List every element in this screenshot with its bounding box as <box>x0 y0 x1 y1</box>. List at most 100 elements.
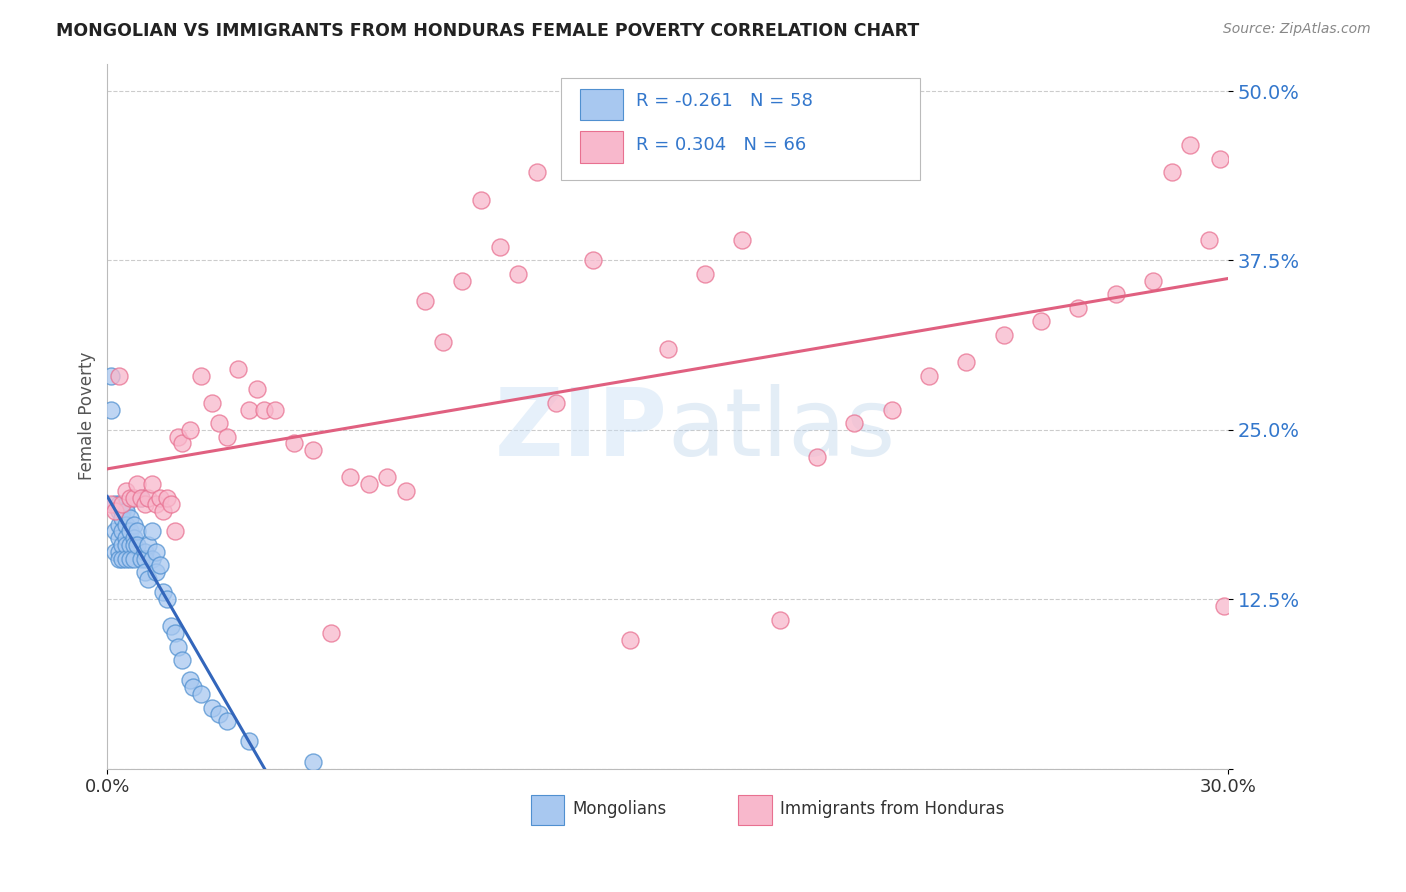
Point <box>107 545 129 559</box>
Point <box>152 504 174 518</box>
Point <box>918 368 941 383</box>
Point <box>156 592 179 607</box>
Point <box>181 680 204 694</box>
Point <box>167 640 190 654</box>
Point <box>134 545 156 559</box>
Point <box>141 477 163 491</box>
Point <box>122 517 145 532</box>
Point <box>526 165 548 179</box>
Point <box>238 402 260 417</box>
Point <box>118 551 141 566</box>
Point <box>107 368 129 383</box>
Point <box>377 470 399 484</box>
Point <box>190 368 212 383</box>
Point <box>141 524 163 539</box>
Point <box>208 707 231 722</box>
Point <box>238 734 260 748</box>
Text: Mongolians: Mongolians <box>572 800 666 818</box>
Y-axis label: Female Poverty: Female Poverty <box>79 352 96 481</box>
Point <box>301 755 323 769</box>
Point <box>111 551 134 566</box>
Point <box>145 497 167 511</box>
Point <box>118 524 141 539</box>
Point <box>208 416 231 430</box>
Point <box>451 274 474 288</box>
Point <box>508 267 530 281</box>
Point <box>111 538 134 552</box>
Text: ZIP: ZIP <box>495 384 668 476</box>
Point <box>339 470 361 484</box>
Point <box>104 504 127 518</box>
Point <box>1213 599 1236 613</box>
Point <box>111 504 134 518</box>
Point <box>111 524 134 539</box>
Point <box>127 538 149 552</box>
Point <box>134 551 156 566</box>
FancyBboxPatch shape <box>561 78 920 180</box>
Point <box>115 483 138 498</box>
Point <box>357 477 380 491</box>
Point <box>582 253 605 268</box>
Point <box>544 396 567 410</box>
Point <box>163 626 186 640</box>
Point <box>163 524 186 539</box>
Point <box>111 511 134 525</box>
Point <box>107 497 129 511</box>
Point <box>122 538 145 552</box>
Point <box>129 491 152 505</box>
Point <box>844 416 866 430</box>
Point <box>134 565 156 579</box>
Point <box>115 551 138 566</box>
Point <box>955 355 977 369</box>
Point <box>283 436 305 450</box>
Point <box>141 551 163 566</box>
Point <box>100 368 122 383</box>
Point <box>138 491 160 505</box>
Point <box>215 429 238 443</box>
Point <box>201 700 224 714</box>
Point <box>160 497 183 511</box>
Point <box>149 491 172 505</box>
Point <box>115 531 138 545</box>
Point <box>104 545 127 559</box>
Point <box>138 538 160 552</box>
Point <box>413 294 436 309</box>
Point <box>1160 165 1182 179</box>
Point <box>1067 301 1090 315</box>
Point <box>170 436 193 450</box>
Point <box>1209 152 1232 166</box>
Point <box>122 531 145 545</box>
Point <box>619 632 641 647</box>
Point <box>880 402 903 417</box>
Point <box>226 362 249 376</box>
Point <box>160 619 183 633</box>
Point <box>111 497 134 511</box>
Point <box>395 483 418 498</box>
Point <box>152 585 174 599</box>
Point <box>1105 287 1128 301</box>
Point <box>179 423 201 437</box>
Point <box>301 443 323 458</box>
Point <box>100 497 122 511</box>
Point <box>246 382 269 396</box>
Point <box>115 497 138 511</box>
Text: Immigrants from Honduras: Immigrants from Honduras <box>779 800 1004 818</box>
Point <box>104 524 127 539</box>
Point <box>806 450 828 464</box>
Point <box>253 402 276 417</box>
Point <box>115 538 138 552</box>
Text: Source: ZipAtlas.com: Source: ZipAtlas.com <box>1223 22 1371 37</box>
Point <box>1029 314 1052 328</box>
Point <box>470 193 492 207</box>
FancyBboxPatch shape <box>531 796 564 825</box>
Point <box>731 233 754 247</box>
Point <box>1142 274 1164 288</box>
Point <box>107 551 129 566</box>
Point <box>127 524 149 539</box>
Point <box>100 402 122 417</box>
Point <box>118 491 141 505</box>
Point <box>156 491 179 505</box>
Point <box>179 673 201 688</box>
Point <box>993 328 1015 343</box>
Point <box>264 402 287 417</box>
